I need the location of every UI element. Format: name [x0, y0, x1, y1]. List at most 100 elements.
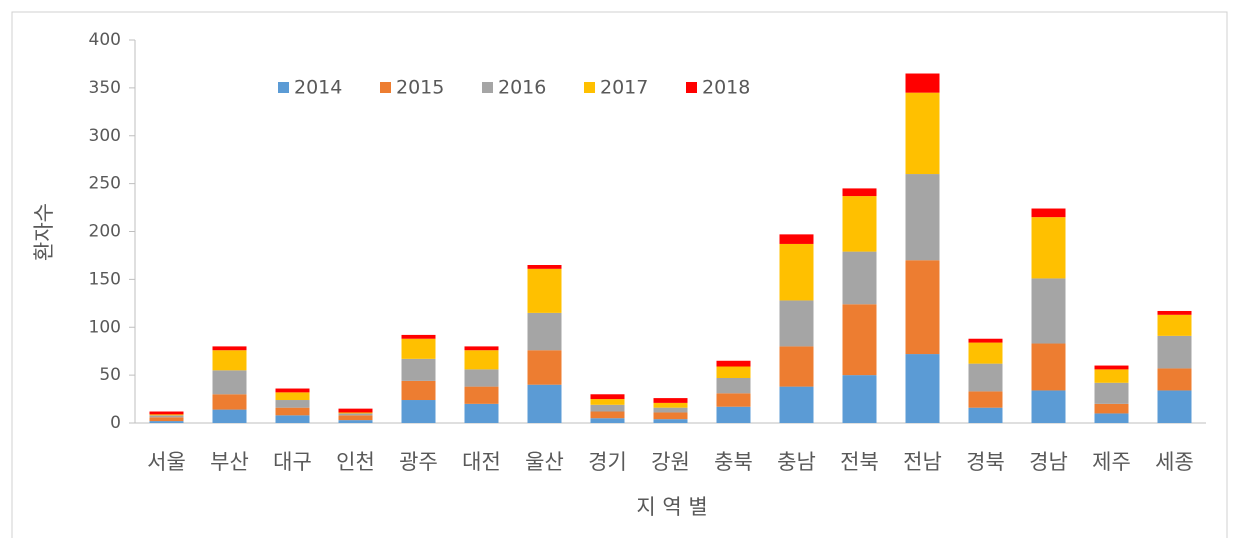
bar-segment [1094, 413, 1129, 423]
bar-segment [653, 398, 688, 403]
x-tick-label: 강원 [651, 450, 690, 474]
bar-segment [464, 350, 499, 370]
y-tick-label: 200 [89, 222, 121, 242]
bar-segment [338, 415, 373, 421]
legend-swatch [278, 82, 289, 93]
bar-segment [590, 418, 625, 423]
bar-segment [1031, 208, 1066, 218]
bar-segment [149, 415, 184, 418]
bar-segment [716, 360, 751, 367]
bar-segment [716, 377, 751, 394]
bar-segment [842, 375, 877, 423]
x-tick-label: 전남 [903, 450, 942, 474]
bar-segment [905, 174, 940, 261]
bar-segment [401, 334, 436, 339]
bar-segment [968, 363, 1003, 392]
bar-segment [275, 392, 310, 401]
bar-segment [464, 369, 499, 387]
bar-segment [590, 404, 625, 412]
bar-segment [212, 350, 247, 371]
bar-segment [779, 386, 814, 423]
bar-segment [590, 394, 625, 400]
y-tick-label: 150 [89, 269, 121, 289]
x-tick-label: 부산 [210, 450, 249, 474]
bar-segment [1157, 314, 1192, 336]
bar-segment [779, 300, 814, 347]
x-tick-label: 세종 [1155, 450, 1194, 474]
bar-segment [464, 346, 499, 351]
y-tick-label: 0 [110, 413, 121, 433]
bar-segment [149, 414, 184, 416]
bar-segment [149, 417, 184, 422]
bar-segment [590, 399, 625, 405]
legend-label: 2017 [600, 77, 648, 99]
chart-frame [11, 11, 1228, 538]
bar-segment [905, 73, 940, 93]
bar-segment [590, 411, 625, 419]
bar-segment [212, 370, 247, 395]
bar-segment [842, 251, 877, 305]
x-tick-label: 서울 [147, 450, 186, 474]
bar-segment [212, 346, 247, 351]
bar-segment [401, 400, 436, 423]
bar-segment [1031, 278, 1066, 344]
x-tick-label: 제주 [1092, 450, 1131, 474]
bar-segment [212, 409, 247, 423]
bar-segment [275, 407, 310, 416]
legend-swatch [482, 82, 493, 93]
y-tick-label: 250 [89, 174, 121, 194]
bar-segment [401, 380, 436, 401]
legend-label: 2018 [702, 77, 750, 99]
x-axis-label: 지 역 별 [636, 495, 707, 519]
y-tick-label: 400 [89, 30, 121, 50]
bar-segment [842, 196, 877, 252]
bar-segment [275, 388, 310, 393]
bar-segment [212, 394, 247, 410]
bar-segment [905, 260, 940, 355]
y-tick-label: 300 [89, 126, 121, 146]
y-axis-label: 환자수 [32, 203, 56, 261]
bar-segment [338, 413, 373, 416]
bar-segment [779, 234, 814, 244]
bar-segment [1094, 403, 1129, 414]
bar-segment [149, 421, 184, 423]
bar-segment [1157, 390, 1192, 423]
bar-segment [905, 92, 940, 175]
x-tick-label: 전북 [840, 450, 879, 474]
x-tick-label: 경기 [588, 450, 627, 474]
legend-label: 2015 [396, 77, 444, 99]
y-tick-label: 100 [89, 317, 121, 337]
bar-segment [1157, 335, 1192, 369]
bar-segment [842, 304, 877, 376]
bar-segment [527, 265, 562, 269]
bar-segment [275, 400, 310, 408]
bar-segment [716, 393, 751, 407]
bar-segment [779, 346, 814, 387]
x-tick-label: 광주 [399, 450, 438, 474]
bar-segment [716, 366, 751, 378]
bar-segment [842, 188, 877, 197]
bar-segment [968, 391, 1003, 408]
bar-segment [1094, 365, 1129, 370]
bar-segment [653, 407, 688, 413]
x-tick-label: 대구 [273, 450, 312, 474]
x-tick-label: 경북 [966, 450, 1005, 474]
bar-segment [1031, 343, 1066, 391]
bar-segment [401, 358, 436, 381]
bar-segment [338, 420, 373, 423]
bar-segment [527, 384, 562, 423]
bar-segment [653, 419, 688, 423]
bar-segment [905, 354, 940, 423]
bar-segment [338, 408, 373, 413]
bar-segment [464, 386, 499, 404]
bar-segment [653, 412, 688, 420]
bar-segment [401, 338, 436, 359]
bar-segment [1094, 382, 1129, 404]
legend-label: 2014 [294, 77, 342, 99]
y-tick-label: 50 [99, 365, 121, 385]
x-tick-label: 울산 [525, 450, 564, 474]
x-tick-label: 인천 [336, 450, 375, 474]
bar-segment [275, 415, 310, 423]
bar-segment [1031, 217, 1066, 279]
